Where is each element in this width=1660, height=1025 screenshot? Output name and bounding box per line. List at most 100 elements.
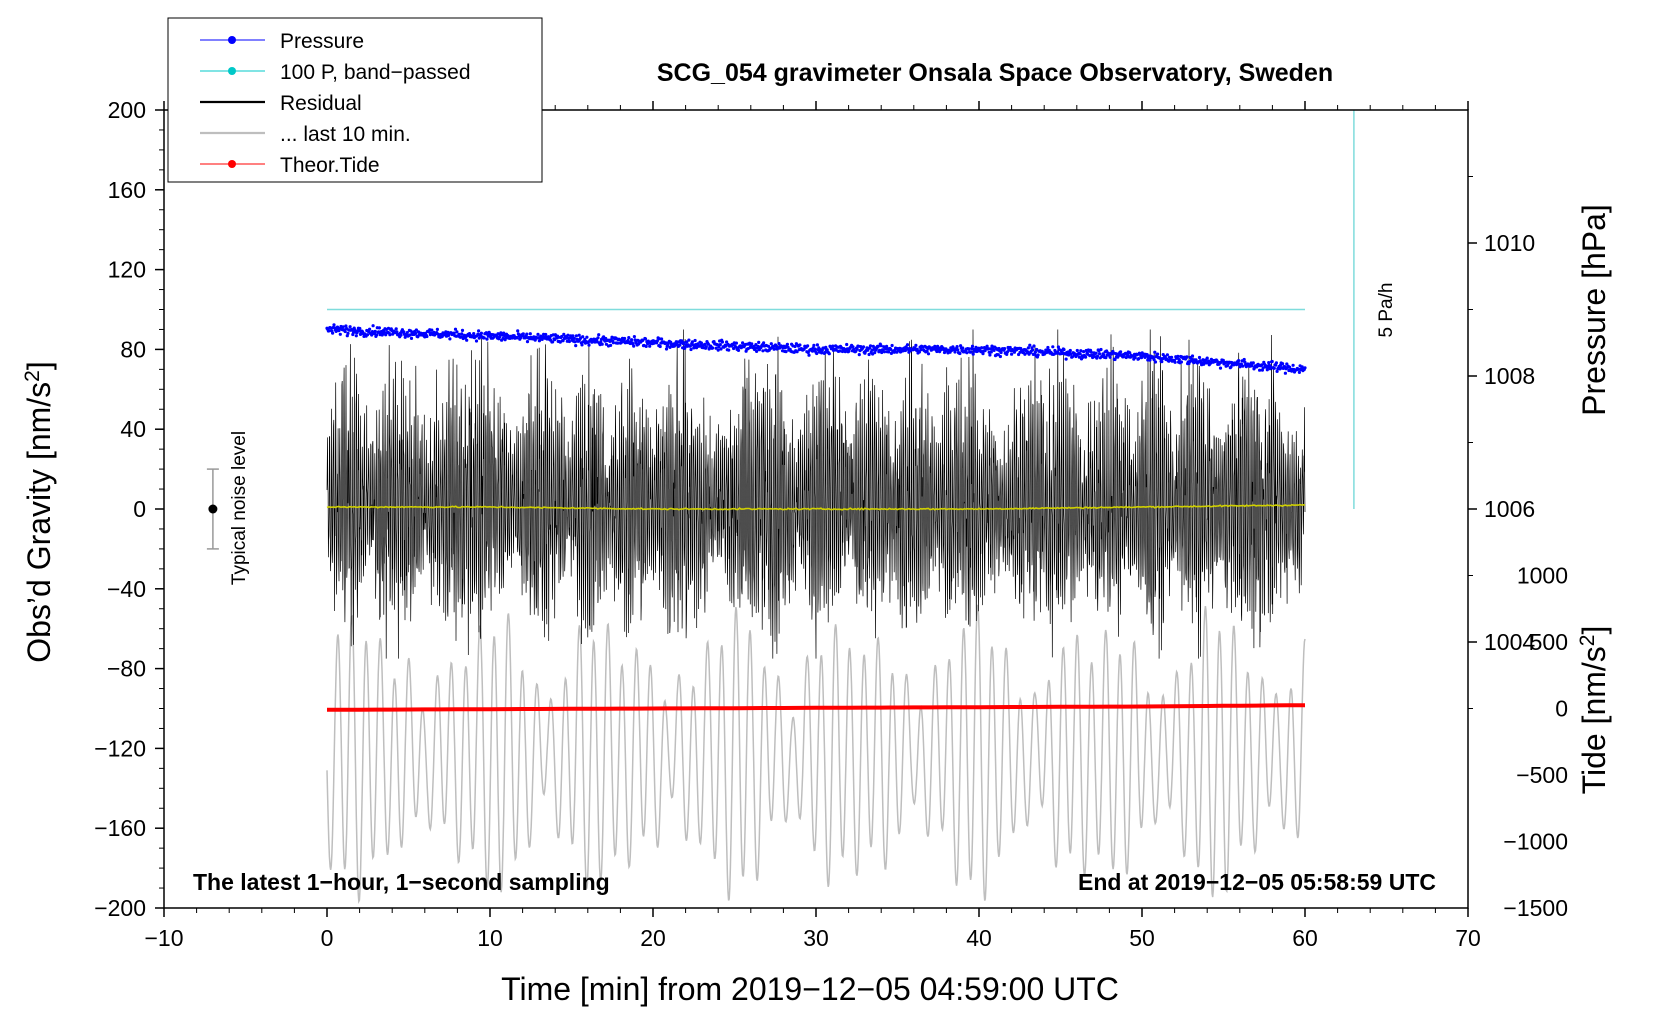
tide-tick-label: −1500 [1503,895,1568,921]
pressure-point [693,338,697,343]
legend-label-tide: Theor.Tide [280,154,380,177]
ticks-layer: −10 0 10 20 30 40 50 60 70 200 160 120 80 40 0 −40 −80 −1… [94,97,1568,951]
pressure-point [643,337,648,341]
legend: Pressure 100 P, band−passed Residual ...… [167,17,543,183]
pressure-point [354,334,358,338]
y-axis-label-left-end: ] [21,361,57,370]
pressure-point [1185,355,1189,359]
pressure-point [1272,366,1276,370]
pressure-point [1260,363,1264,367]
pressure-point [525,332,529,336]
pressure-point [914,343,918,347]
pressure-point [1051,345,1055,349]
pressure-point [885,344,889,348]
pressure-point [827,352,831,356]
pressure-point [971,352,975,356]
pressure-point [772,347,776,351]
pressure-point [600,342,604,346]
pressure-point [377,326,381,330]
pressure-point [626,338,630,342]
pressure-point [988,353,992,357]
pressure-point [1124,355,1128,360]
pressure-point [777,342,781,346]
pressure-point [1153,360,1158,364]
pressure-point [1133,355,1137,360]
y-axis-label-left-sup: 2 [21,370,44,382]
pressure-point [658,344,662,349]
pressure-point [989,350,993,354]
pressure-point [414,328,418,332]
pressure-point [537,339,542,343]
pressure-point [784,350,788,354]
pressure-point [766,344,771,348]
pressure-point [585,335,589,339]
pressure-point [925,349,929,353]
pressure-point [917,350,922,354]
pressure-point [402,330,406,334]
pressure-point [997,346,1001,351]
pressure-point [1218,366,1223,370]
pressure-point [1250,364,1254,368]
pressure-point [1075,348,1079,353]
pressure-point [1113,357,1117,362]
pressure-point [1095,354,1100,358]
legend-swatch-dot [228,36,236,44]
pressure-point [1173,360,1177,364]
x-axis-label: Time [min] from 2019−12−05 04:59:00 UTC [501,971,1119,1007]
pressure-tick-label: 1004 [1484,629,1535,655]
y-tick-label: −40 [107,576,146,602]
pressure-point [876,344,880,348]
pressure-point [357,329,361,333]
pressure-point [382,330,386,334]
x-tick-label: 0 [321,925,334,951]
pressure-point [1156,352,1160,356]
pressure-point [1068,348,1072,353]
pressure-point [502,331,506,335]
pressure-point [831,344,835,348]
tide-tick-label: −500 [1516,762,1568,788]
pressure-point [806,344,810,348]
pressure-point [878,348,882,352]
y-tick-label: 40 [120,416,146,442]
pressure-point [1274,361,1278,365]
pressure-point [754,343,758,347]
tide-tick-label: 500 [1530,629,1568,655]
pressure-point [857,353,861,357]
pressure-tick-label: 1010 [1484,230,1535,256]
pressure-tick-label: 1008 [1484,363,1535,389]
pressure-point [861,345,866,349]
pressure-point [616,341,620,345]
pressure-point [851,345,855,349]
pressure-point [1243,360,1247,364]
pressure-point [644,344,648,348]
pressure-point [1056,345,1060,349]
pressure-point [1205,356,1209,360]
pressure-point [627,336,631,340]
pressure-point [574,334,579,338]
pressure-point [1281,362,1285,366]
pressure-point [815,351,819,356]
pressure-point [1119,350,1123,354]
pressure-point [479,331,483,335]
pressure-point [798,343,802,347]
legend-label-last10: ... last 10 min. [280,123,411,146]
pressure-point [824,345,828,349]
pressure-point [953,350,957,354]
pressure-point [1028,343,1032,347]
pressure-point [998,354,1003,359]
y-axis-label-tide-end: ] [1576,626,1612,635]
pressure-point [882,350,887,354]
scale-bar-label: 5 Pa/h [1376,283,1397,338]
pressure-point [813,347,817,351]
pressure-point [1190,354,1195,358]
pressure-point [812,343,816,347]
noise-level-label: Typical noise level [229,431,250,585]
pressure-point [880,350,884,355]
legend-label-residual: Residual [280,92,362,115]
pressure-point [583,337,587,341]
pressure-point [965,351,969,355]
legend-swatches [200,36,265,168]
legend-swatch-dot [228,67,236,75]
pressure-point [720,340,725,344]
